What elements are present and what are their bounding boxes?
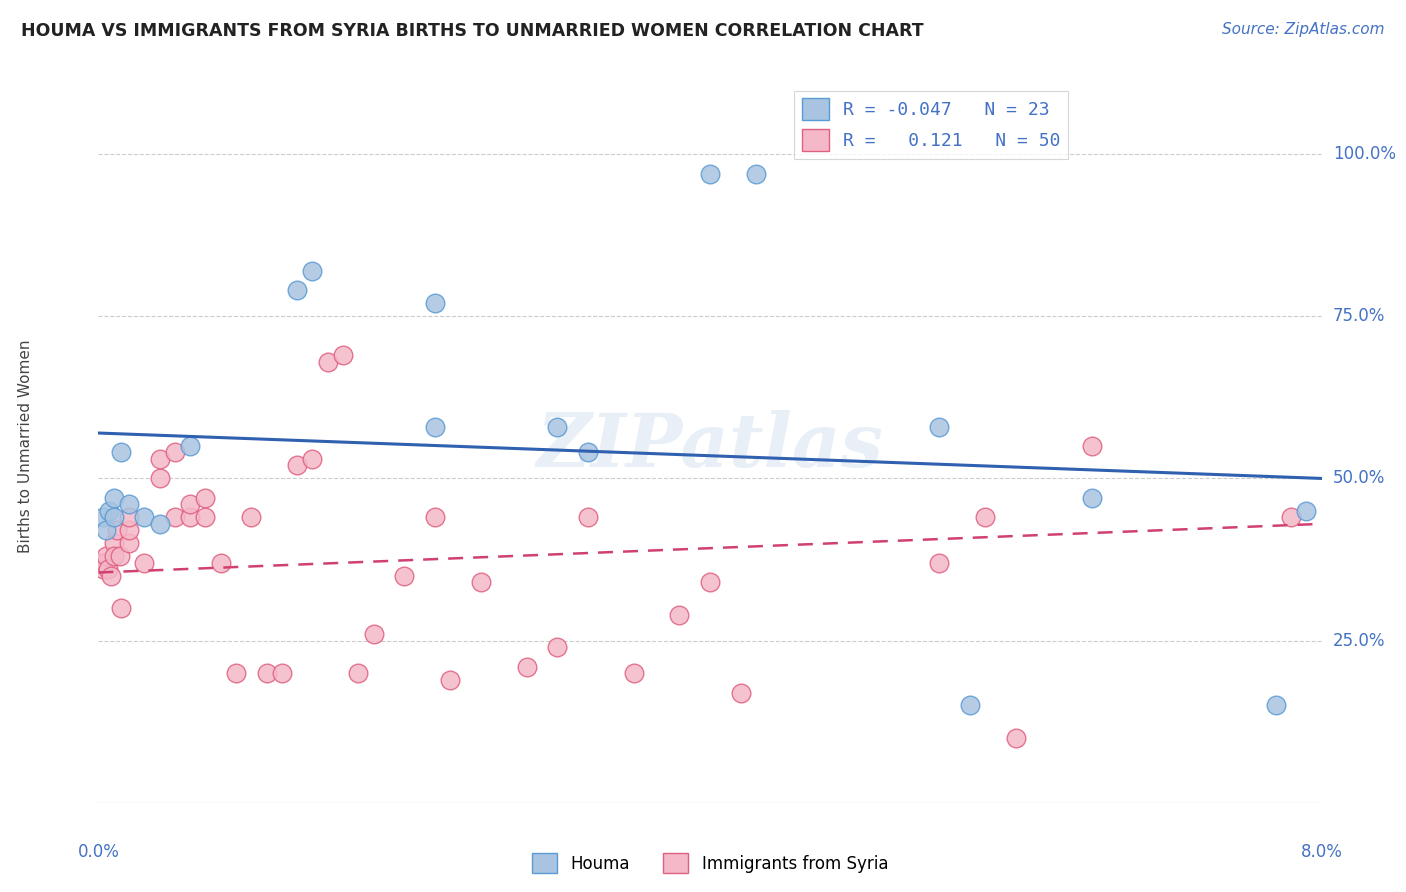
Text: ZIPatlas: ZIPatlas bbox=[537, 409, 883, 483]
Point bbox=[194, 510, 217, 524]
Point bbox=[256, 666, 278, 681]
Point bbox=[576, 445, 599, 459]
Point bbox=[179, 510, 201, 524]
Point bbox=[1295, 504, 1317, 518]
Point bbox=[730, 685, 752, 699]
Point bbox=[91, 562, 114, 576]
Point bbox=[103, 536, 125, 550]
Point bbox=[93, 556, 115, 570]
Point bbox=[423, 296, 446, 310]
Point bbox=[392, 568, 416, 582]
Point bbox=[94, 549, 117, 564]
Point bbox=[270, 666, 294, 681]
Point bbox=[546, 640, 568, 654]
Point bbox=[285, 283, 308, 297]
Point bbox=[118, 497, 141, 511]
Point bbox=[110, 601, 132, 615]
Point bbox=[439, 673, 461, 687]
Point bbox=[90, 556, 112, 570]
Point bbox=[668, 607, 690, 622]
Point bbox=[1081, 491, 1104, 505]
Point bbox=[928, 419, 950, 434]
Point bbox=[470, 575, 492, 590]
Text: 25.0%: 25.0% bbox=[1333, 632, 1385, 649]
Point bbox=[149, 452, 172, 467]
Point bbox=[974, 510, 997, 524]
Legend: R = -0.047   N = 23, R =   0.121   N = 50: R = -0.047 N = 23, R = 0.121 N = 50 bbox=[794, 91, 1069, 159]
Text: Births to Unmarried Women: Births to Unmarried Women bbox=[18, 339, 32, 553]
Point bbox=[225, 666, 247, 681]
Point bbox=[316, 354, 339, 368]
Point bbox=[149, 516, 172, 531]
Text: 8.0%: 8.0% bbox=[1301, 843, 1343, 861]
Point bbox=[134, 556, 156, 570]
Point bbox=[1279, 510, 1302, 524]
Point bbox=[110, 445, 132, 459]
Point bbox=[163, 510, 186, 524]
Text: 100.0%: 100.0% bbox=[1333, 145, 1396, 163]
Text: 50.0%: 50.0% bbox=[1333, 469, 1385, 487]
Point bbox=[1081, 439, 1104, 453]
Text: Source: ZipAtlas.com: Source: ZipAtlas.com bbox=[1222, 22, 1385, 37]
Point bbox=[209, 556, 232, 570]
Point bbox=[100, 568, 122, 582]
Point bbox=[363, 627, 385, 641]
Point bbox=[179, 439, 201, 453]
Text: HOUMA VS IMMIGRANTS FROM SYRIA BIRTHS TO UNMARRIED WOMEN CORRELATION CHART: HOUMA VS IMMIGRANTS FROM SYRIA BIRTHS TO… bbox=[21, 22, 924, 40]
Point bbox=[108, 549, 131, 564]
Point bbox=[516, 659, 538, 673]
Point bbox=[103, 491, 125, 505]
Point bbox=[240, 510, 263, 524]
Point bbox=[118, 536, 141, 550]
Point bbox=[285, 458, 308, 473]
Point bbox=[301, 452, 323, 467]
Point bbox=[1264, 698, 1286, 713]
Point bbox=[98, 504, 121, 518]
Point bbox=[91, 510, 114, 524]
Point bbox=[699, 167, 721, 181]
Point bbox=[546, 419, 568, 434]
Point bbox=[623, 666, 645, 681]
Point bbox=[118, 524, 141, 538]
Point bbox=[179, 497, 201, 511]
Point bbox=[347, 666, 370, 681]
Point bbox=[134, 510, 156, 524]
Point bbox=[105, 524, 128, 538]
Text: 75.0%: 75.0% bbox=[1333, 307, 1385, 326]
Point bbox=[423, 419, 446, 434]
Point bbox=[97, 562, 120, 576]
Text: 0.0%: 0.0% bbox=[77, 843, 120, 861]
Point bbox=[149, 471, 172, 485]
Point bbox=[959, 698, 981, 713]
Point bbox=[103, 549, 125, 564]
Point bbox=[194, 491, 217, 505]
Point bbox=[163, 445, 186, 459]
Point bbox=[118, 510, 141, 524]
Point bbox=[94, 524, 117, 538]
Point bbox=[423, 510, 446, 524]
Point bbox=[928, 556, 950, 570]
Point bbox=[745, 167, 768, 181]
Point bbox=[103, 510, 125, 524]
Point bbox=[332, 348, 354, 362]
Point bbox=[699, 575, 721, 590]
Point bbox=[1004, 731, 1026, 745]
Point bbox=[301, 264, 323, 278]
Point bbox=[576, 510, 599, 524]
